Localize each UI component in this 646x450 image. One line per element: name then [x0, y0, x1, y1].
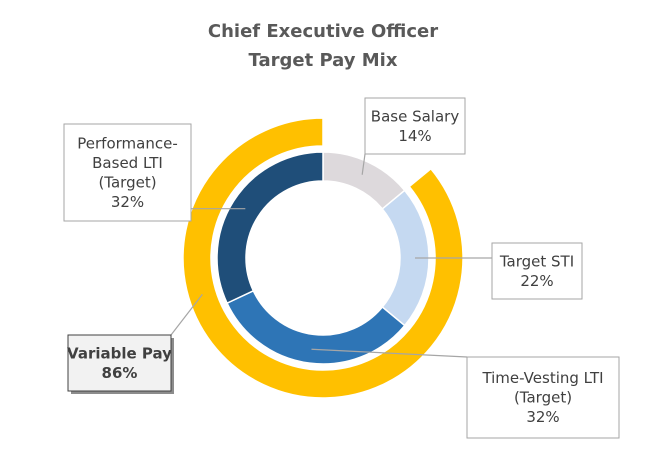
data-label-name: Time-Vesting LTI: [481, 369, 603, 387]
data-label-box: [63, 123, 192, 222]
outer-ring: [182, 117, 464, 399]
data-label-value: 32%: [111, 193, 144, 211]
data-label-box: [466, 356, 620, 439]
data-label-name: Variable Pay: [67, 344, 172, 362]
outer-slice-variable-pay: [182, 117, 464, 399]
data-label-target-sti: Target STI 22%: [491, 242, 583, 300]
data-label-name: (Target): [514, 389, 572, 407]
data-label-variable-pay: Variable Pay 86%: [67, 334, 174, 394]
data-label-base-salary: Base Salary 14%: [364, 97, 466, 155]
leader-line-time-vesting-lti-target: [311, 348, 468, 358]
data-label-name: Target STI: [499, 252, 574, 270]
data-label-value: 32%: [526, 408, 559, 426]
data-label-value: 22%: [520, 272, 553, 290]
data-label-name: (Target): [98, 173, 156, 191]
data-label-name: Base Salary: [371, 107, 460, 125]
chart-title-line-2: Target Pay Mix: [249, 50, 398, 71]
data-label-box: [67, 334, 172, 392]
leader-line-variable-pay: [170, 294, 203, 336]
data-label-name: Based LTI: [92, 154, 163, 172]
data-label-value: 86%: [102, 364, 138, 382]
leader-line-base-salary: [361, 153, 366, 175]
data-label-time-vesting-lti-target: Time-Vesting LTI (Target)32%: [466, 356, 620, 439]
inner-slice-performance-based-lti-target: [216, 151, 324, 305]
data-label-value: 14%: [398, 127, 431, 145]
data-label-box: [364, 97, 466, 155]
data-labels: Base Salary 14% Target STI 22% Time-Vesting …: [63, 97, 620, 439]
data-label-box: [491, 242, 583, 300]
leader-lines: [170, 153, 492, 358]
data-label-performance-based-lti-target: Performance- Based LTI(Target) 32%: [63, 123, 192, 222]
chart-title: Chief Executive Officer Target Pay Mix: [208, 21, 438, 71]
data-label-name: Performance-: [77, 134, 177, 152]
chart-title-line-1: Chief Executive Officer: [208, 21, 438, 42]
inner-ring: [216, 151, 430, 365]
